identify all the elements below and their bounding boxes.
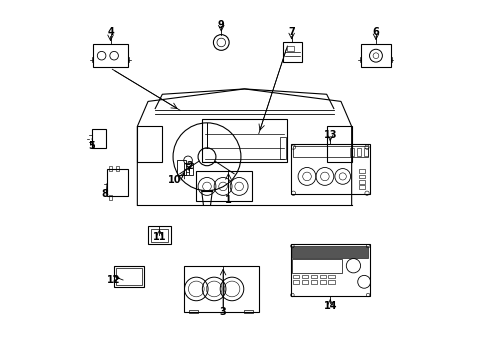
Bar — [310, 280, 316, 284]
Bar — [358, 175, 365, 178]
Text: 1: 1 — [224, 195, 231, 204]
Bar — [150, 229, 168, 242]
Text: 14: 14 — [323, 301, 336, 311]
Bar — [301, 280, 307, 284]
Text: 9: 9 — [218, 19, 224, 30]
Bar — [280, 137, 285, 158]
Bar — [358, 180, 365, 184]
Text: 8: 8 — [101, 189, 108, 199]
Text: 6: 6 — [372, 27, 379, 37]
Bar — [358, 169, 365, 173]
Bar — [326, 126, 351, 162]
Text: 10: 10 — [168, 175, 181, 185]
Bar — [176, 160, 185, 175]
Bar — [319, 275, 325, 278]
Bar — [244, 310, 253, 313]
Text: 4: 4 — [107, 27, 114, 37]
Bar — [291, 246, 367, 257]
Bar — [358, 185, 365, 189]
Text: 5: 5 — [88, 141, 95, 151]
Bar — [364, 148, 367, 156]
Bar — [114, 266, 144, 287]
Bar — [356, 148, 361, 156]
Bar — [189, 310, 198, 313]
Text: 13: 13 — [323, 130, 336, 140]
Bar — [349, 148, 353, 156]
Bar — [292, 280, 299, 284]
Bar — [290, 244, 369, 296]
Bar — [291, 258, 341, 273]
Bar — [292, 146, 367, 157]
Bar — [319, 280, 325, 284]
Bar — [137, 126, 162, 162]
Text: 2: 2 — [185, 161, 192, 171]
Bar — [108, 195, 112, 200]
Bar — [282, 42, 302, 62]
Bar — [107, 169, 127, 196]
Bar — [201, 119, 287, 162]
Bar — [148, 226, 171, 244]
Bar — [290, 144, 369, 194]
Bar — [116, 166, 119, 171]
Text: 11: 11 — [152, 232, 166, 242]
Text: 7: 7 — [288, 27, 294, 37]
Bar — [287, 46, 293, 51]
Bar — [310, 275, 316, 278]
Bar — [116, 268, 142, 285]
Bar — [292, 275, 299, 278]
Bar — [360, 44, 390, 67]
Bar — [183, 266, 258, 312]
Bar — [93, 44, 128, 67]
Bar — [328, 280, 334, 284]
Text: 3: 3 — [219, 307, 226, 317]
Bar — [328, 275, 334, 278]
Bar — [301, 275, 307, 278]
Bar — [196, 171, 251, 202]
Bar — [183, 163, 192, 175]
Bar — [108, 166, 112, 171]
Bar — [92, 129, 105, 148]
Text: 12: 12 — [107, 275, 121, 285]
